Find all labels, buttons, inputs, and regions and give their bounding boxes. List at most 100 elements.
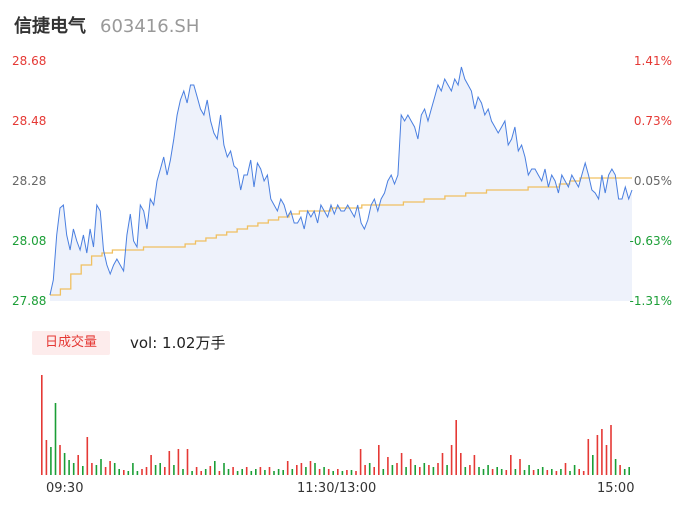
volume-bar <box>168 451 171 475</box>
volume-bar <box>482 469 485 475</box>
volume-bar <box>623 469 626 475</box>
volume-bar <box>355 471 357 475</box>
volume-bar <box>273 471 275 475</box>
volume-bar <box>541 467 544 475</box>
volume-bar <box>277 469 280 475</box>
volume-tag: 日成交量 <box>32 331 110 355</box>
volume-bar <box>291 469 294 475</box>
price-line <box>49 66 633 296</box>
volume-bar <box>236 471 239 475</box>
volume-bar <box>364 465 366 475</box>
volume-bar <box>359 449 362 475</box>
volume-bar <box>296 465 298 475</box>
volume-bar <box>286 461 289 475</box>
volume-bar <box>309 461 312 475</box>
volume-bar <box>141 469 143 475</box>
pct-tick-label: 0.73% <box>633 114 672 128</box>
volume-bar <box>473 455 476 475</box>
volume-bar <box>619 465 621 475</box>
volume-bar <box>610 425 612 475</box>
y-tick-label: 27.88 <box>12 294 47 308</box>
volume-bar <box>555 471 558 475</box>
volume-bar <box>86 437 89 475</box>
volume-bar <box>373 467 375 475</box>
volume-bar <box>569 471 571 475</box>
volume-bar <box>186 449 189 475</box>
volume-bar <box>118 469 120 475</box>
volume-bar <box>100 459 102 475</box>
volume-bar <box>113 463 116 475</box>
volume-bar <box>314 463 316 475</box>
y-tick-label: 28.08 <box>12 234 47 248</box>
volume-bar <box>104 467 107 475</box>
volume-bar <box>341 471 344 475</box>
volume-bar <box>510 455 512 475</box>
avg-price-line <box>50 177 632 296</box>
volume-bar <box>446 465 448 475</box>
volume-bar <box>159 463 161 475</box>
volume-bar <box>337 469 339 475</box>
volume-bar <box>532 470 535 475</box>
volume-bar <box>537 469 539 475</box>
volume-bar <box>109 461 111 475</box>
volume-bar <box>564 463 567 475</box>
y-tick-label: 28.48 <box>12 114 47 128</box>
volume-bar <box>450 445 453 475</box>
volume-bar <box>327 469 330 475</box>
volume-bar <box>519 459 521 475</box>
volume-bar <box>59 445 61 475</box>
volume-bar <box>241 469 243 475</box>
volume-bar <box>469 465 471 475</box>
volume-bar <box>560 469 562 475</box>
volume-bar <box>132 463 134 475</box>
volume-bar <box>428 465 430 475</box>
volume-bar <box>332 471 334 475</box>
volume-bar <box>123 470 125 475</box>
volume-bar <box>150 455 152 475</box>
volume-bar <box>154 465 157 475</box>
volume-bar <box>77 455 79 475</box>
x-tick-label: 15:00 <box>597 481 635 496</box>
volume-bar <box>592 455 594 475</box>
volume-bar <box>177 449 180 475</box>
volume-bar <box>391 465 394 475</box>
volume-bar <box>455 420 457 475</box>
volume-bar <box>505 470 508 475</box>
volume-bar <box>487 465 489 475</box>
volume-bar <box>182 469 184 475</box>
volume-bar <box>209 466 212 475</box>
volume-bar <box>232 467 234 475</box>
volume-bar <box>127 471 130 475</box>
volume-bar <box>72 463 75 475</box>
volume-bar <box>437 463 439 475</box>
volume-bar <box>305 467 307 475</box>
volume-bar <box>573 465 576 475</box>
volume-bar <box>419 467 421 475</box>
volume-bar <box>145 467 148 475</box>
volume-bar <box>218 471 221 475</box>
volume-bar <box>91 463 93 475</box>
volume-bar <box>214 461 216 475</box>
volume-bar <box>378 445 380 475</box>
volume-bar <box>396 463 398 475</box>
y-tick-label: 28.68 <box>12 54 47 68</box>
volume-bar <box>245 467 248 475</box>
stock-code: 603416.SH <box>100 16 200 37</box>
volume-bar <box>432 467 435 475</box>
volume-bar <box>605 445 608 475</box>
volume-bar <box>54 403 57 475</box>
volume-value: vol: 1.02万手 <box>130 334 226 352</box>
volume-bar <box>491 469 494 475</box>
volume-bar <box>409 459 412 475</box>
volume-bar <box>546 470 549 475</box>
x-tick-label: 09:30 <box>46 481 84 496</box>
volume-bar <box>227 469 230 475</box>
volume-bar <box>578 469 580 475</box>
volume-bar <box>200 471 202 475</box>
stock-name: 信捷电气 <box>14 16 86 37</box>
volume-bar <box>300 463 303 475</box>
volume-bar <box>405 467 407 475</box>
volume-bar <box>68 460 70 475</box>
volume-bar <box>136 471 139 475</box>
